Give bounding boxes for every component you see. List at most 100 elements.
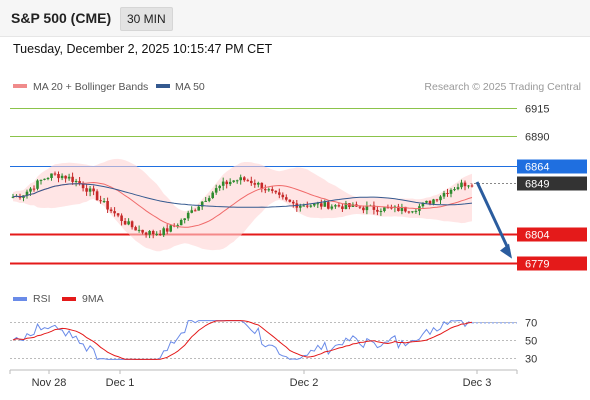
candle-body [243,177,246,181]
candle-body [372,205,376,210]
credit-label: Research © 2025 Trading Central [424,81,581,93]
candle-body [102,201,106,202]
forecast-arrow-shaft [475,181,511,252]
candle-body [453,189,456,191]
candle-body [204,200,207,202]
candle-body [288,199,292,202]
candle-body [11,196,15,198]
candle-body [88,188,92,192]
level-tag-6849: 6849 [525,179,549,191]
candle-body [386,207,390,209]
candle-body [456,187,460,190]
candle-body [78,181,81,184]
candle-body [193,210,197,212]
candle-body [235,180,239,182]
candle-body [309,205,313,207]
rsi-legend-swatch [13,297,27,301]
candle-body [120,215,123,221]
candle-body [32,188,36,190]
timeframe-badge[interactable]: 30 MIN [120,7,173,31]
header-bar: S&P 500 (CME) 30 MIN [0,0,590,37]
candle-body [351,204,355,207]
candle-body [400,206,404,211]
candle-body [264,189,267,191]
candle-body [432,199,435,204]
ma20-legend-swatch [13,84,27,88]
candle-body [179,220,183,226]
level-tag-6779: 6779 [525,259,549,271]
candle-body [113,211,116,214]
candle-body [200,201,204,207]
rsi-line [12,320,473,360]
candle-body [467,185,470,187]
candle-body [36,180,39,189]
candle-body [53,173,57,175]
candle-body [320,203,323,207]
level-tag-bg-6804 [517,227,587,242]
rsi-ma-line [12,320,473,360]
candle-body [323,202,327,207]
candle-body [148,231,151,235]
x-tick-label: Dec 2 [290,377,319,389]
candle-body [130,221,134,228]
level-tag-6804: 6804 [525,230,549,242]
candle-body [362,207,365,211]
candle-body [365,205,369,211]
level-tag-bg-6864 [517,159,587,174]
candle-body [74,181,78,182]
candle-body [278,192,281,195]
candle-body [137,229,141,231]
candle-body [158,233,162,236]
x-tick-label: Dec 3 [463,377,492,389]
level-tag-6915: 6915 [525,104,549,116]
candle-body [390,207,393,209]
ma20-line [12,181,473,228]
candle-body [67,176,71,179]
candle-body [144,232,148,235]
candle-body [64,175,67,179]
candle-body [274,190,278,193]
candle-body [211,192,214,198]
candle-body [232,180,235,182]
candle-body [50,173,53,178]
instrument-title: S&P 500 (CME) [11,10,112,26]
candle-body [257,182,260,185]
ma50-line [12,183,473,208]
forecast-arrow-head [500,243,512,259]
candle-body [186,212,190,219]
candle-body [358,206,362,208]
candle-body [306,205,309,207]
candle-body [327,202,330,209]
candle-body [218,185,221,189]
x-tick-label: Nov 28 [32,377,67,389]
candle-body [281,194,285,198]
candle-body [428,200,432,204]
candle-body [221,181,225,186]
ma50-legend-swatch [156,84,170,88]
candle-body [246,180,250,182]
candle-body [134,227,137,231]
candle-body [316,203,320,205]
candle-body [162,228,165,236]
candle-body [123,221,127,225]
ma20-legend-label: MA 20 + Bollinger Bands [33,81,148,93]
candle-body [299,205,302,208]
candle-body [267,189,271,191]
candle-body [460,182,463,188]
x-tick-label: Dec 1 [106,377,135,389]
candle-body [99,200,102,202]
rsi-tick-70: 70 [525,318,537,330]
candle-body [25,191,29,196]
candle-body [414,210,418,212]
candle-body [341,206,344,209]
level-tag-6890: 6890 [525,132,549,144]
candle-body [85,188,88,192]
candle-body [439,196,442,201]
candle-body [165,228,169,232]
candle-body [39,179,43,181]
candle-body [169,225,172,232]
candle-body [407,211,411,213]
candle-body [376,209,379,212]
